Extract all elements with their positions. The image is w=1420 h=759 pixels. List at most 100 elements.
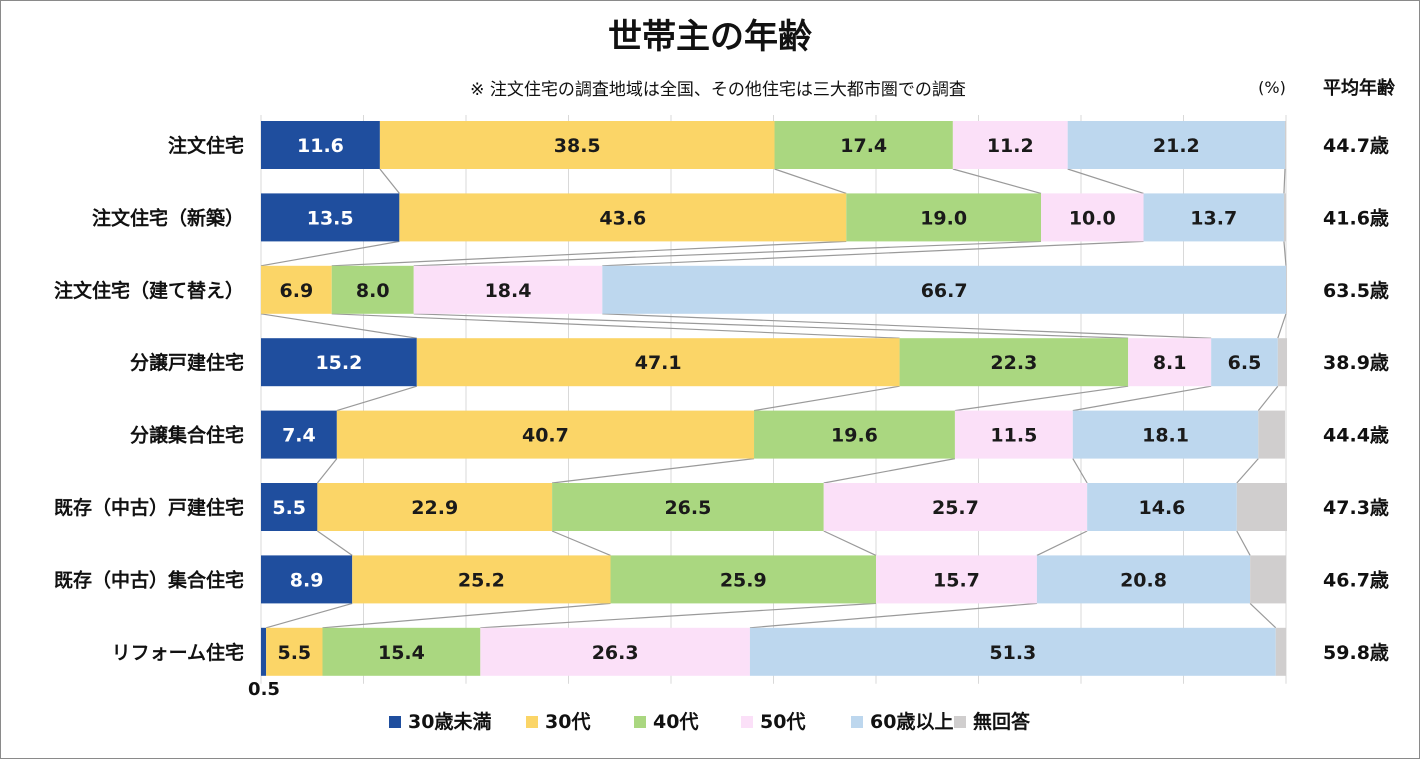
data-label: 20.8 xyxy=(1120,569,1167,591)
bar-segment xyxy=(952,121,1068,169)
data-label: 15.4 xyxy=(378,642,425,664)
data-label: 26.5 xyxy=(664,497,711,519)
data-label: 38.5 xyxy=(554,135,601,157)
data-label: 8.9 xyxy=(290,569,324,591)
data-label: 43.6 xyxy=(599,207,646,229)
legend-label: 30代 xyxy=(545,711,590,733)
data-label: 66.7 xyxy=(921,280,968,302)
series-connector xyxy=(317,530,353,556)
bar-segment xyxy=(602,265,1286,314)
data-label: 26.3 xyxy=(592,642,639,664)
series-connector xyxy=(1072,385,1212,412)
legend-label: 50代 xyxy=(760,711,805,733)
bar-segment xyxy=(331,265,414,314)
chart-title: 世帯主の年齢 xyxy=(608,17,812,57)
data-label: 14.6 xyxy=(1139,497,1186,519)
bar-segment xyxy=(416,338,900,387)
series-connector xyxy=(774,168,847,194)
data-label: 22.3 xyxy=(990,352,1037,374)
bar-segment xyxy=(1211,338,1278,387)
bar-segment xyxy=(1250,555,1286,604)
bar-segment xyxy=(876,555,1037,604)
bar-segment xyxy=(261,338,417,387)
data-label: 40.7 xyxy=(522,425,569,447)
data-label: 11.6 xyxy=(297,135,344,157)
average-age-value: 41.6歳 xyxy=(1323,207,1389,229)
bar-segment xyxy=(1275,627,1286,676)
series-connector xyxy=(551,530,611,556)
series-connector xyxy=(260,313,417,339)
category-label: リフォーム住宅 xyxy=(112,641,244,664)
bar-segment xyxy=(1036,555,1251,604)
series-connector xyxy=(1036,530,1088,556)
category-label: 注文住宅 xyxy=(168,134,244,157)
bar-segment xyxy=(480,627,750,676)
series-connector xyxy=(336,385,417,412)
bar-segment xyxy=(261,410,337,459)
data-label: 10.0 xyxy=(1069,207,1116,229)
bar-segment xyxy=(1277,338,1288,387)
data-label: 11.2 xyxy=(987,135,1034,157)
data-label: 13.7 xyxy=(1190,207,1237,229)
bar-segment xyxy=(261,265,332,314)
bar-segment xyxy=(413,265,603,314)
average-age-value: 46.7歳 xyxy=(1323,569,1389,591)
bar-segment xyxy=(1087,483,1237,531)
legend-item: 無回答 xyxy=(954,710,1031,733)
bar-segment xyxy=(261,121,380,169)
category-label: 注文住宅（建て替え） xyxy=(54,279,244,302)
series-connector xyxy=(331,240,847,267)
bar-segment xyxy=(1143,193,1284,242)
data-label: 11.5 xyxy=(990,425,1037,447)
data-label: 6.9 xyxy=(280,280,314,302)
data-label: 47.1 xyxy=(635,352,682,374)
bar-segment xyxy=(1236,483,1288,531)
series-connector xyxy=(954,385,1129,412)
bar-segment xyxy=(899,338,1129,387)
bar-segment xyxy=(399,193,847,242)
bar-segment xyxy=(754,410,955,459)
data-label: 25.7 xyxy=(932,497,979,519)
legend-swatch xyxy=(954,716,966,728)
data-label: 8.1 xyxy=(1153,352,1187,374)
average-age-labels: 44.7歳 41.6歳 63.5歳 38.9歳 44.4歳 47.3歳 46.7歳 59.8歳 xyxy=(1323,135,1389,664)
series-connector xyxy=(331,313,900,339)
bar-segment xyxy=(552,483,824,531)
series-connector xyxy=(413,313,1129,339)
average-age-value: 44.4歳 xyxy=(1323,425,1389,447)
data-label: 15.2 xyxy=(315,352,362,374)
unit-label: (%) xyxy=(1258,78,1286,97)
series-connector xyxy=(823,458,956,484)
data-label: 51.3 xyxy=(989,642,1036,664)
category-label: 分譲戸建住宅 xyxy=(130,351,244,374)
data-label: 25.2 xyxy=(458,569,505,591)
data-label: 5.5 xyxy=(277,642,311,664)
series-connector xyxy=(602,313,1212,339)
legend-swatch xyxy=(526,716,538,728)
bar-segment xyxy=(261,627,267,676)
series-connector xyxy=(265,602,353,629)
legend-item: 30代 xyxy=(526,711,590,733)
series-connector xyxy=(1067,168,1144,194)
legend-item: 50代 xyxy=(741,711,805,733)
bar-segment xyxy=(261,483,318,531)
data-label: 5.5 xyxy=(272,497,306,519)
series-connector xyxy=(1283,241,1287,266)
average-age-value: 47.3歳 xyxy=(1323,497,1389,519)
legend-label: 60歳以上 xyxy=(870,711,953,733)
data-label: 19.6 xyxy=(831,425,878,447)
data-labels: 11.6 38.5 17.4 11.2 21.2 13.5 43.6 19.0 10.0 13.7… xyxy=(248,135,1261,700)
series-connector xyxy=(379,168,400,194)
series-connector xyxy=(749,602,1037,629)
legend-label: 30歳未満 xyxy=(408,710,491,733)
bar-segment xyxy=(1284,121,1286,169)
series-connector xyxy=(1249,602,1277,629)
bar-segment xyxy=(1286,265,1288,314)
data-label: 15.7 xyxy=(933,569,980,591)
bar-segment xyxy=(352,555,611,604)
series-connector xyxy=(753,385,900,412)
data-label: 25.9 xyxy=(720,569,767,591)
average-age-header: 平均年齢 xyxy=(1323,77,1396,99)
series-connectors xyxy=(260,168,1287,629)
